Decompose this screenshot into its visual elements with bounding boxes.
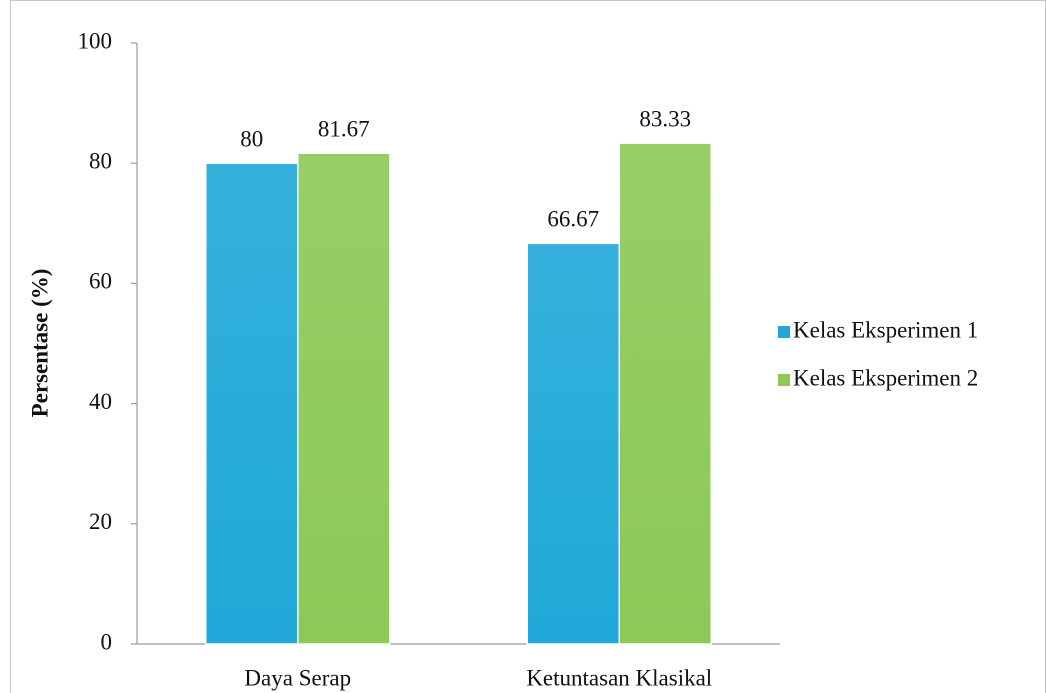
y-tick-label: 100 bbox=[78, 28, 113, 53]
y-tick-label: 60 bbox=[89, 269, 112, 294]
data-label: 83.33 bbox=[639, 106, 691, 131]
legend-label: Kelas Eksperimen 2 bbox=[793, 365, 978, 390]
bar bbox=[527, 243, 619, 644]
data-label: 66.67 bbox=[547, 207, 599, 232]
legend-swatch bbox=[778, 326, 790, 338]
bar bbox=[206, 163, 298, 644]
bar bbox=[619, 143, 711, 644]
bar bbox=[298, 153, 390, 644]
y-tick-label: 80 bbox=[89, 148, 112, 173]
y-tick-label: 40 bbox=[89, 389, 112, 414]
legend-swatch bbox=[778, 374, 790, 386]
chart: Persentase (%) 0 20 40 60 80 100 Daya Serap 80 8… bbox=[0, 0, 1046, 693]
data-label: 81.67 bbox=[318, 116, 370, 141]
legend-label: Kelas Eksperimen 1 bbox=[793, 317, 978, 342]
y-axis-label: Persentase (%) bbox=[27, 269, 52, 418]
x-tick-label: Daya Serap bbox=[244, 665, 351, 690]
y-tick-label: 20 bbox=[89, 509, 112, 534]
y-tick-label: 0 bbox=[101, 629, 113, 654]
data-label: 80 bbox=[240, 126, 263, 151]
x-tick-label: Ketuntasan Klasikal bbox=[526, 665, 712, 690]
